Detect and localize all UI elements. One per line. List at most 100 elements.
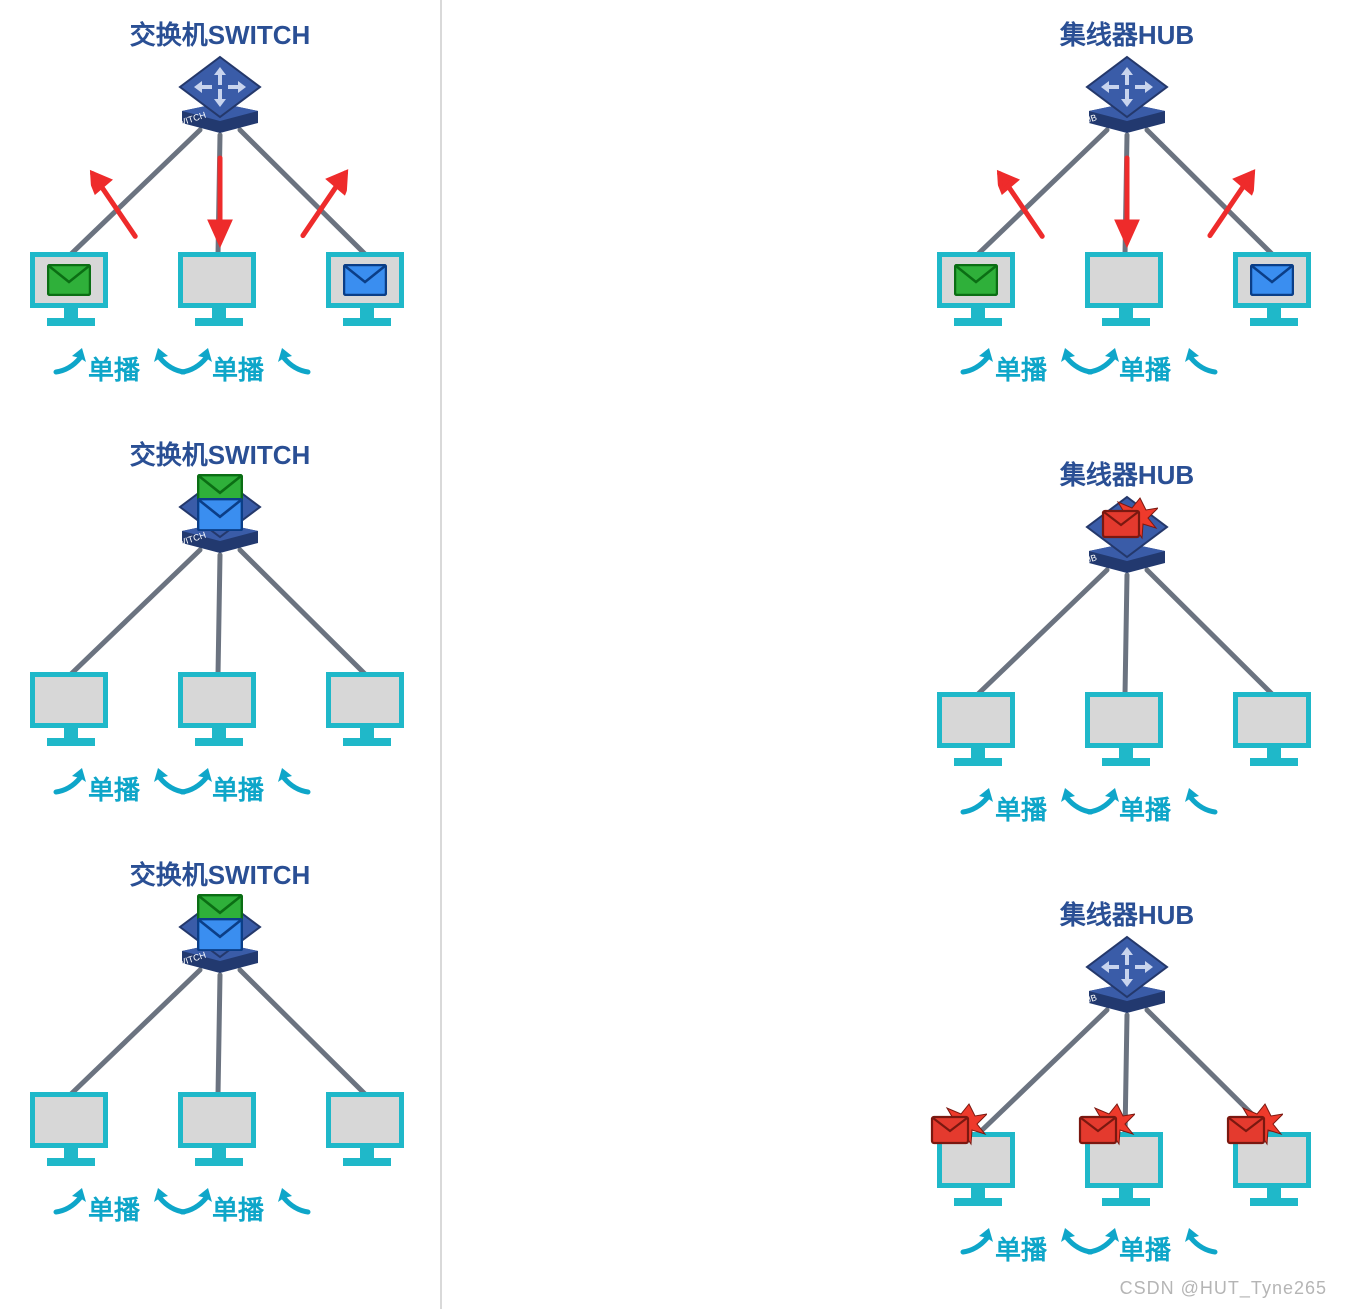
pc-2	[1085, 692, 1167, 772]
pc-3	[1233, 692, 1315, 772]
pc-stand	[1267, 1188, 1281, 1198]
unicast-arrow-icon	[52, 1188, 92, 1216]
envelope-blue-icon	[197, 918, 243, 956]
pc-screen	[30, 672, 108, 728]
pc-base	[1102, 1198, 1150, 1206]
unicast-label: 单播	[88, 350, 140, 387]
pc-stand	[971, 308, 985, 318]
pc-base	[1250, 758, 1298, 766]
unicast-label: 单播	[1119, 350, 1171, 387]
panel-hub1: 集线器HUB HUB	[907, 0, 1347, 420]
pc-1	[30, 1092, 112, 1172]
pc-stand	[360, 1148, 374, 1158]
unicast-arrow-icon	[959, 348, 999, 376]
watermark: CSDN @HUT_Tyne265	[1120, 1278, 1327, 1299]
pc-3	[326, 1092, 408, 1172]
flow-arrow-up-right	[294, 148, 359, 252]
pc-screen	[1233, 252, 1311, 308]
unicast-arrow-icon	[272, 768, 312, 796]
pc-3	[326, 672, 408, 752]
pc-2	[178, 672, 260, 752]
pc-base	[1102, 758, 1150, 766]
left-column: 交换机SWITCH SWITCH	[0, 0, 440, 1260]
column-divider	[440, 0, 442, 1309]
pc-stand	[1119, 748, 1133, 758]
pc-3	[326, 252, 408, 332]
pc-base	[195, 738, 243, 746]
pc-screen	[937, 252, 1015, 308]
pc-stand	[212, 1148, 226, 1158]
device-top-icon	[1085, 935, 1169, 999]
panel-sw1: 交换机SWITCH SWITCH	[0, 0, 440, 420]
pc-stand	[212, 308, 226, 318]
pc-screen	[326, 1092, 404, 1148]
unicast-label: 单播	[88, 770, 140, 807]
unicast-arrow-icon	[272, 348, 312, 376]
unicast-label: 单播	[995, 790, 1047, 827]
unicast-label: 单播	[995, 350, 1047, 387]
pc-3	[1233, 252, 1315, 332]
pc-screen	[326, 672, 404, 728]
unicast-arrow-icon	[1179, 788, 1219, 816]
unicast-label: 单播	[995, 1230, 1047, 1267]
unicast-label: 单播	[212, 770, 264, 807]
pc-stand	[971, 748, 985, 758]
pc-2	[178, 252, 260, 332]
pc-stand	[360, 728, 374, 738]
unicast-arrow-icon	[959, 1228, 999, 1256]
network-device: SWITCH	[165, 55, 275, 145]
unicast-arrow-icon	[1179, 1228, 1219, 1256]
pc-screen	[1233, 692, 1311, 748]
unicast-label: 单播	[212, 350, 264, 387]
pc-stand	[212, 728, 226, 738]
right-column: 集线器HUB HUB	[907, 0, 1347, 1300]
flow-arrow-down-mid	[1112, 150, 1142, 250]
panel-title: 交换机SWITCH	[0, 15, 440, 52]
pc-2	[1085, 252, 1167, 332]
panel-sw2: 交换机SWITCH SWITCH	[0, 420, 440, 840]
pc-base	[954, 318, 1002, 326]
pc-screen	[178, 252, 256, 308]
pc-1	[30, 252, 112, 332]
pc-base	[195, 1158, 243, 1166]
panel-title: 交换机SWITCH	[0, 855, 440, 892]
pc-stand	[1267, 748, 1281, 758]
collision-burst-icon	[1096, 496, 1158, 546]
pc-stand	[971, 1188, 985, 1198]
pc-base	[195, 318, 243, 326]
pc-1	[30, 672, 112, 752]
pc-stand	[64, 728, 78, 738]
pc-base	[47, 738, 95, 746]
panel-sw3: 交换机SWITCH SWITCH	[0, 840, 440, 1260]
pc-stand	[1119, 1188, 1133, 1198]
flow-arrow-up-right	[1201, 148, 1266, 252]
page: 交换机SWITCH SWITCH	[0, 0, 1347, 1309]
flow-arrow-up-left	[80, 148, 145, 252]
unicast-label: 单播	[1119, 1230, 1171, 1267]
pc-screen	[1085, 692, 1163, 748]
envelope-blue-icon	[1250, 264, 1294, 296]
unicast-label: 单播	[88, 1190, 140, 1227]
panel-hub3: 集线器HUB HUB	[907, 880, 1347, 1300]
pc-screen	[30, 252, 108, 308]
pc-base	[1102, 318, 1150, 326]
pc-screen	[326, 252, 404, 308]
panel-title: 集线器HUB	[907, 895, 1347, 932]
pc-base	[1250, 1198, 1298, 1206]
envelope-blue-icon	[197, 498, 243, 536]
unicast-arrow-icon	[1179, 348, 1219, 376]
pc-base	[343, 318, 391, 326]
flow-arrow-up-left	[987, 148, 1052, 252]
pc-stand	[1119, 308, 1133, 318]
pc-base	[343, 738, 391, 746]
pc-screen	[178, 672, 256, 728]
pc-stand	[1267, 308, 1281, 318]
pc-stand	[64, 1148, 78, 1158]
pc-base	[1250, 318, 1298, 326]
network-device: HUB	[1072, 55, 1182, 145]
panel-hub2: 集线器HUB HUB	[907, 440, 1347, 860]
envelope-green-icon	[47, 264, 91, 296]
panel-title: 集线器HUB	[907, 455, 1347, 492]
pc-stand	[64, 308, 78, 318]
unicast-label: 单播	[1119, 790, 1171, 827]
